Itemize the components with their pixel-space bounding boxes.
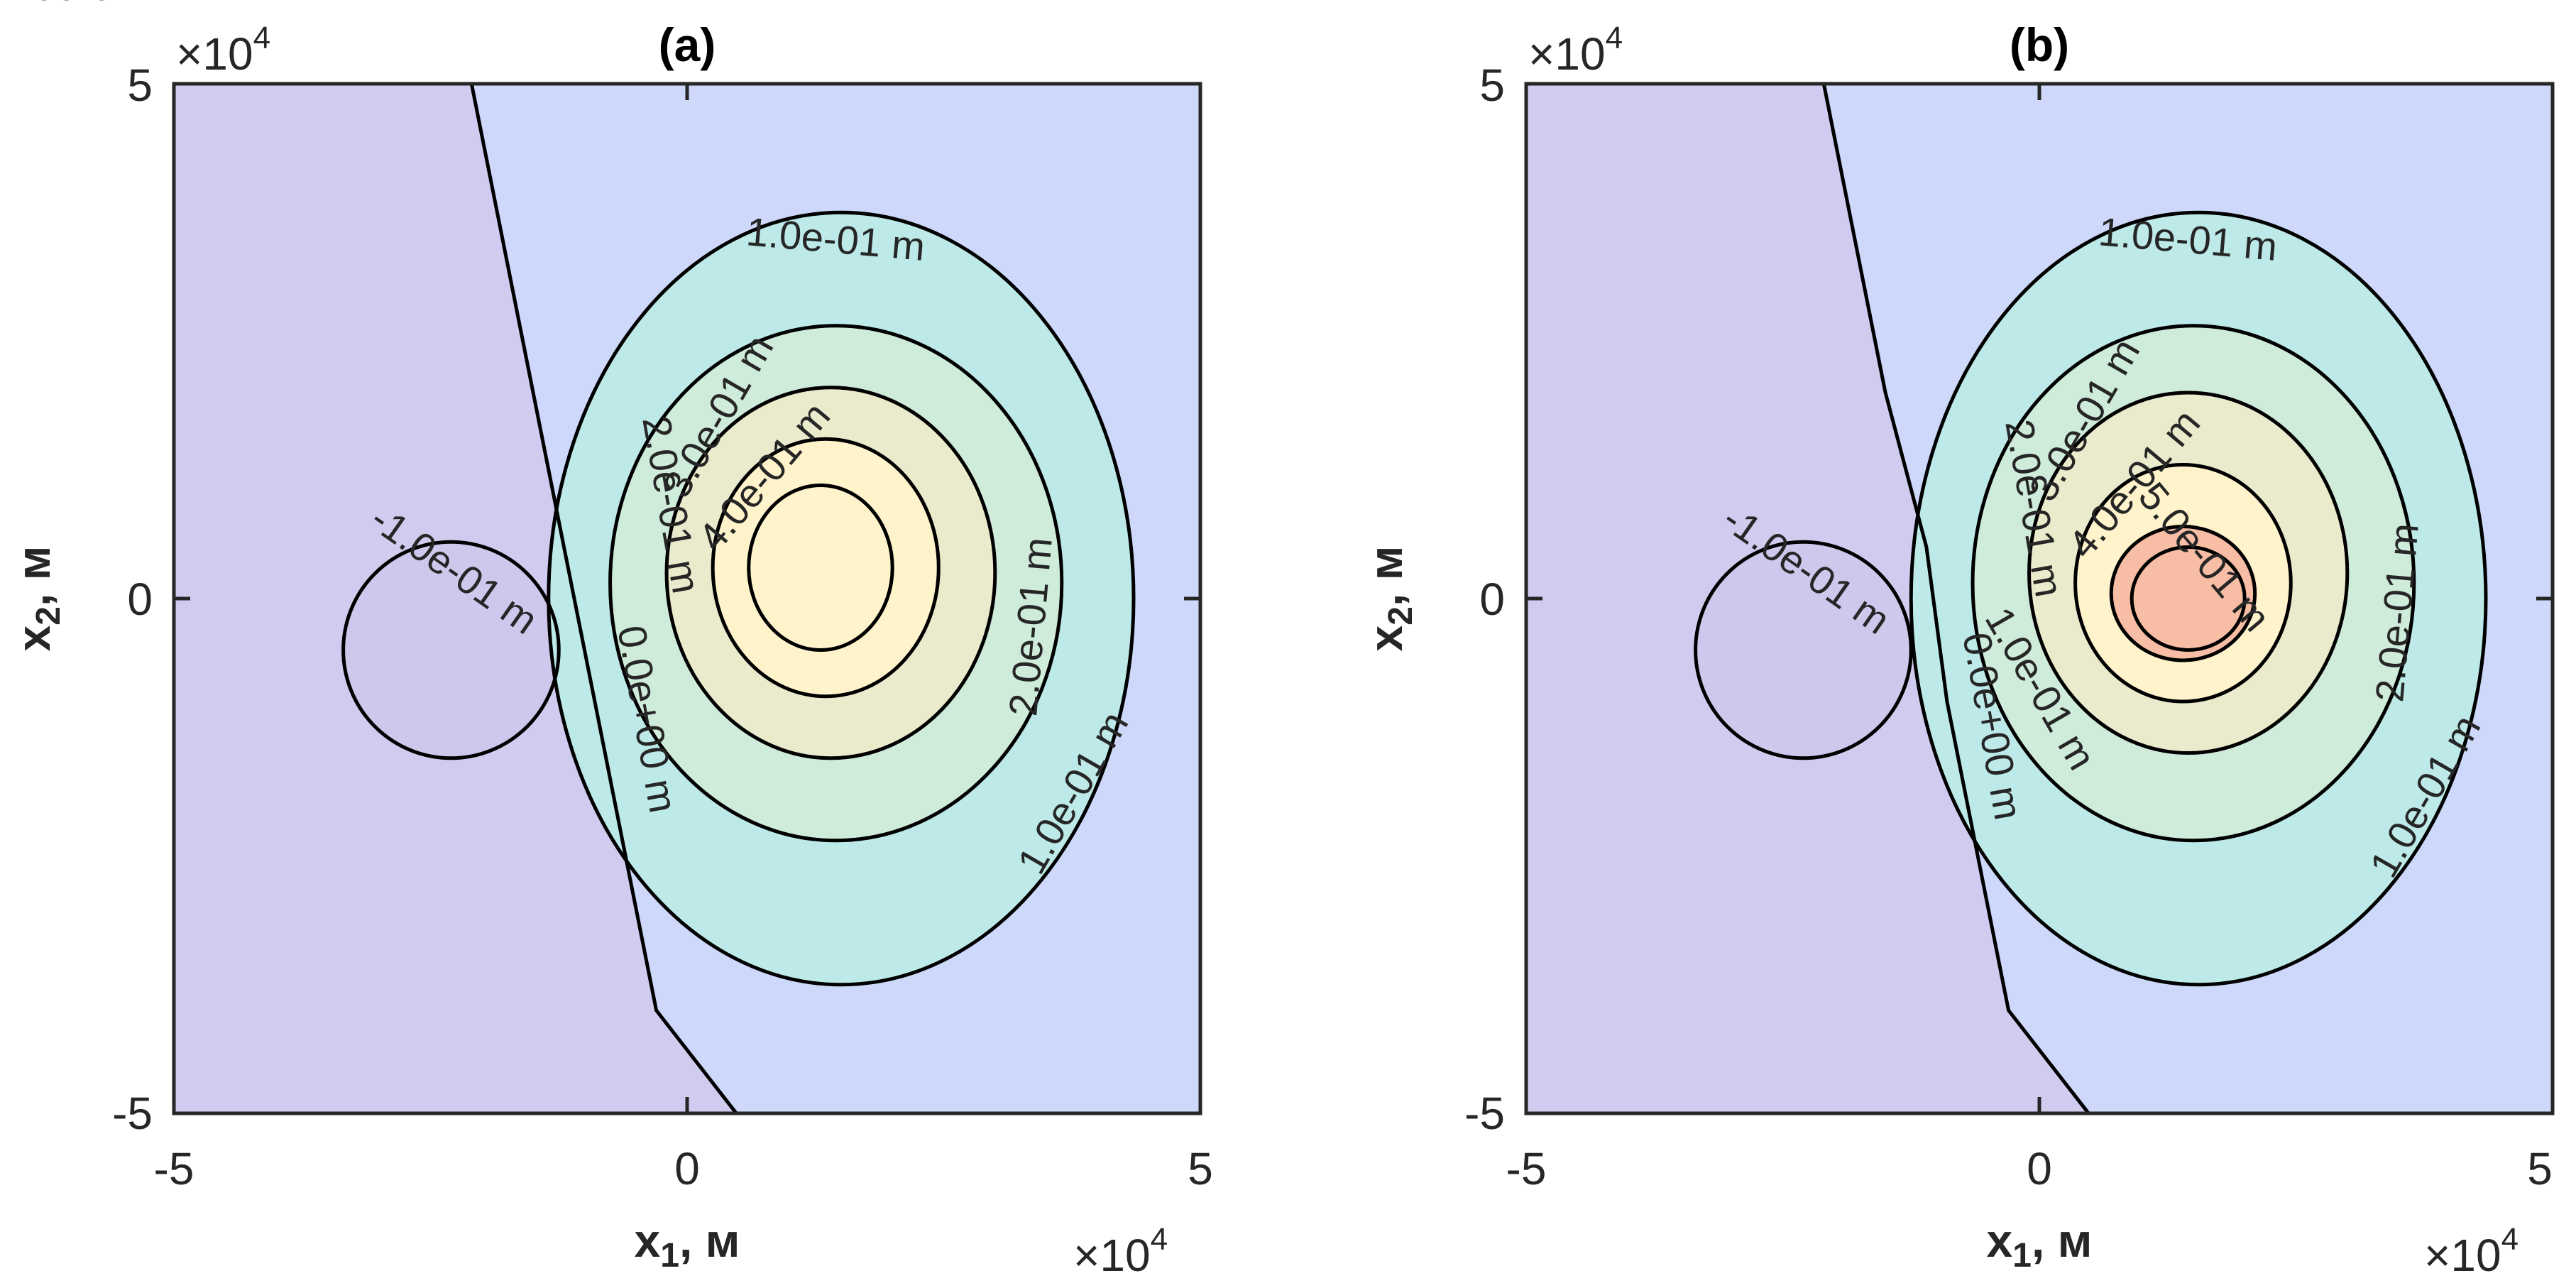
x-axis-label-main: x xyxy=(1987,1214,2013,1267)
y-tick-label: 5 xyxy=(1479,60,1505,111)
y-tick-label: 5 xyxy=(127,60,153,111)
panel-a-ticks xyxy=(174,84,1200,1113)
y-tick-label: 0 xyxy=(1479,574,1505,625)
y-axis-label-sub: 2 xyxy=(1382,606,1420,626)
contour-line xyxy=(2073,463,2293,704)
contour-fill xyxy=(2132,547,2245,650)
x-axis-label-unit: , м xyxy=(2032,1214,2093,1267)
panel-title: (a) xyxy=(659,18,716,71)
y-exponent-base: ×10 xyxy=(1528,28,1606,80)
x-axis-label-sub: 1 xyxy=(2012,1237,2032,1275)
x-exponent-label: ×104 xyxy=(1073,1222,1168,1281)
panel-b-contour-lines xyxy=(1694,84,2488,1113)
contour-line xyxy=(1971,324,2416,843)
y-exponent-label: ×104 xyxy=(1528,21,1623,80)
y-axis-label: x2, м xyxy=(1359,546,1420,652)
y-exponent-base: ×10 xyxy=(176,28,253,80)
panel-b-contour-fills xyxy=(1526,84,2553,1113)
contour-line xyxy=(547,210,1136,987)
contour-fill xyxy=(748,485,893,650)
contour-line xyxy=(608,324,1064,843)
x-tick-label: -5 xyxy=(1506,1143,1547,1194)
x-axis-label-unit: , м xyxy=(679,1214,740,1267)
contour-line xyxy=(747,484,894,652)
x-exponent-label: ×104 xyxy=(2424,1222,2519,1281)
panel-b: 1.0e-01 m -1.0e-01 m 2.0e-01 m 3.0e-01 m… xyxy=(1359,18,2555,1281)
contour-line xyxy=(2027,391,2350,755)
x-axis-label-main: x xyxy=(635,1214,661,1267)
contour-fill xyxy=(343,542,559,758)
x-exponent-power: 4 xyxy=(1151,1222,1168,1257)
x-exponent-power: 4 xyxy=(2501,1222,2519,1257)
x-exponent-base: ×10 xyxy=(2424,1230,2501,1281)
x-axis-label: x1, м xyxy=(1987,1214,2093,1275)
contour-line xyxy=(2130,545,2247,652)
x-tick-label: 5 xyxy=(2527,1143,2553,1194)
y-axis-label-sub: 2 xyxy=(30,606,67,626)
y-tick-label: -5 xyxy=(112,1088,153,1139)
y-exponent-power: 4 xyxy=(1606,21,1623,55)
y-exponent-power: 4 xyxy=(253,21,270,55)
x-tick-label: 5 xyxy=(1188,1143,1213,1194)
y-tick-label: 0 xyxy=(127,574,153,625)
contour-line xyxy=(1694,540,1913,760)
panel-a-contour-lines xyxy=(341,84,1136,1113)
y-axis-label-unit: , м xyxy=(1359,546,1412,607)
contour-line xyxy=(1909,210,2488,987)
y-axis-label: x2, м xyxy=(7,546,67,652)
y-exponent-label: ×104 xyxy=(176,21,270,80)
contour-line xyxy=(2109,525,2257,662)
y-tick-label: -5 xyxy=(1464,1088,1505,1139)
x-axis-label: x1, м xyxy=(635,1214,740,1275)
panel-title: (b) xyxy=(2010,18,2069,71)
panel-a-contour-fills xyxy=(174,84,1200,1113)
x-tick-label: 0 xyxy=(674,1143,700,1194)
contour-line xyxy=(711,437,941,699)
y-axis-label-unit: , м xyxy=(7,546,60,607)
x-tick-label: -5 xyxy=(154,1143,194,1194)
contour-line xyxy=(341,540,561,760)
contour-fill xyxy=(1695,542,1912,758)
contour-line-zero xyxy=(469,84,738,1113)
panel-a: 1.0e-01 m -1.0e-01 m 2.0e-01 m 3.0e-01 m… xyxy=(0,0,1213,1281)
y-axis-label-main: x xyxy=(7,625,60,651)
contour-line xyxy=(664,386,997,760)
contour-line-zero xyxy=(1821,84,2090,1113)
panel-b-ticks xyxy=(1526,84,2553,1113)
x-tick-label: 0 xyxy=(2027,1143,2052,1194)
y-axis-label-main: x xyxy=(1359,625,1412,651)
contour-label: 2.0e-01 m xyxy=(0,0,179,9)
x-exponent-base: ×10 xyxy=(1073,1230,1151,1281)
x-axis-label-sub: 1 xyxy=(660,1237,679,1275)
